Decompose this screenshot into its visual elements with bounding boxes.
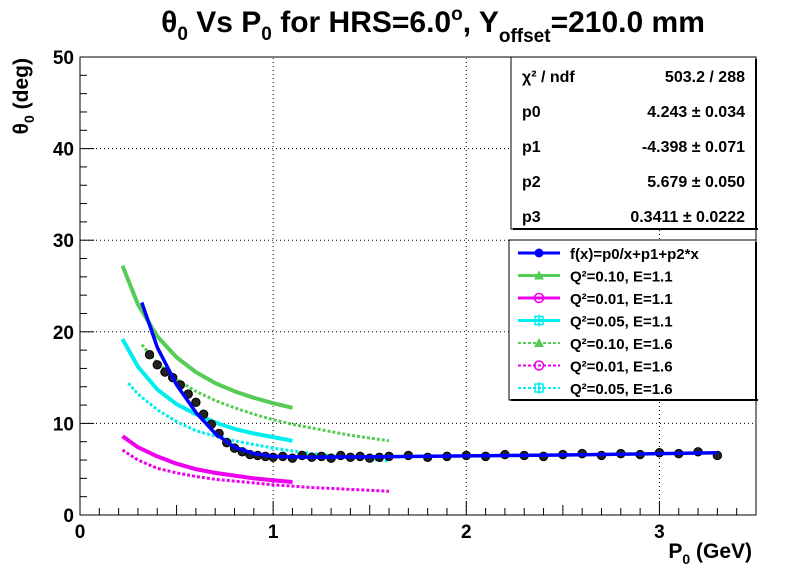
stats-label: χ² / ndf <box>522 69 575 86</box>
legend-label: Q²=0.01, E=1.6 <box>570 359 673 376</box>
stats-value: 4.243 ± 0.034 <box>647 104 745 121</box>
series-layer <box>120 265 723 493</box>
series-line <box>127 382 390 463</box>
legend-marker <box>534 248 544 258</box>
y-tick-label: 50 <box>53 48 74 69</box>
legend-label: f(x)=p0/x+p1+p2*x <box>570 246 699 263</box>
series-line <box>120 265 293 410</box>
y-tick-label: 30 <box>53 231 74 252</box>
legend-marker <box>534 270 544 280</box>
x-tick-label: 0 <box>75 522 86 543</box>
legend-box: f(x)=p0/x+p1+p2*x Q²=0.10, E=1.1 Q²=0.01, … <box>508 239 758 401</box>
x-tick-label: 2 <box>461 522 472 543</box>
legend-label: Q²=0.01, E=1.1 <box>570 291 673 308</box>
stats-value: -4.398 ± 0.071 <box>642 139 745 156</box>
stats-label: p3 <box>522 209 541 226</box>
stats-value: 0.3411 ± 0.0222 <box>630 209 745 226</box>
data-point <box>152 360 162 370</box>
stats-label: p2 <box>522 174 541 191</box>
x-tick-label: 1 <box>268 522 279 543</box>
x-axis-label: P0 (GeV) <box>668 540 752 567</box>
legend-label: Q²=0.05, E=1.1 <box>570 314 673 331</box>
y-tick-label: 40 <box>53 140 74 161</box>
y-tick-label: 20 <box>53 323 74 344</box>
data-point <box>144 350 155 360</box>
data-point <box>191 397 201 408</box>
x-axis: 0 1 2 3 <box>75 501 757 543</box>
stats-label: p1 <box>522 139 541 156</box>
legend-marker <box>533 360 545 371</box>
legend-label: Q²=0.10, E=1.1 <box>570 269 673 286</box>
legend-label: Q²=0.05, E=1.6 <box>570 381 673 398</box>
legend-label: Q²=0.10, E=1.6 <box>570 336 673 353</box>
chart-title: θ0 Vs P0 for HRS=6.0o, Yoffset=210.0 mm <box>161 4 705 47</box>
stats-label: p0 <box>522 104 541 121</box>
stats-box: χ² / ndf 503.2 / 288 p0 4.243 ± 0.034 p1 -4.3… <box>510 56 758 230</box>
series-line <box>121 448 390 493</box>
legend-marker <box>533 292 545 304</box>
series-line <box>121 434 293 484</box>
y-tick-label: 0 <box>63 506 74 527</box>
y-tick-label: 10 <box>53 414 74 435</box>
y-axis: 0 10 20 30 40 50 <box>53 48 94 527</box>
y-axis-label: θ0 (deg) <box>10 58 37 134</box>
fit-curve <box>140 301 718 460</box>
stats-value: 5.679 ± 0.050 <box>647 174 745 191</box>
stats-value: 503.2 / 288 <box>665 69 745 86</box>
legend-marker <box>534 338 544 347</box>
series-line <box>140 343 390 443</box>
x-tick-label: 3 <box>654 522 665 543</box>
